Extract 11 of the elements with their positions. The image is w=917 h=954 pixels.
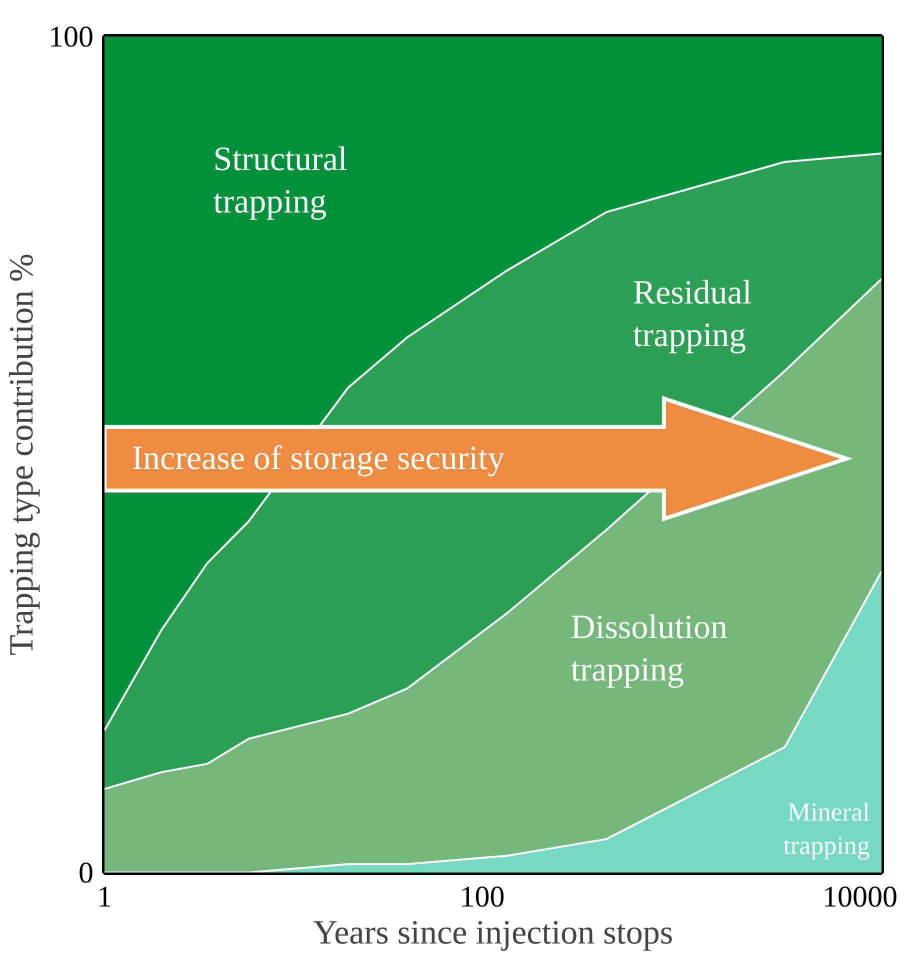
y-axis-title: Trapping type contribution %	[4, 253, 40, 656]
series-label: Dissolution trapping	[570, 609, 728, 689]
series-label: Residual trapping	[632, 274, 752, 354]
series-label: Mineral trapping	[783, 798, 870, 860]
series-label: Structural trapping	[213, 140, 348, 220]
x-tick-label: 100	[460, 880, 505, 914]
x-tick-label: 1	[97, 880, 112, 914]
x-tick-label: 10000	[822, 880, 898, 914]
annotation: Increase of storage security	[132, 440, 505, 478]
x-axis-title: Years since injection stops	[312, 914, 674, 952]
y-tick-label: 0	[78, 856, 94, 890]
